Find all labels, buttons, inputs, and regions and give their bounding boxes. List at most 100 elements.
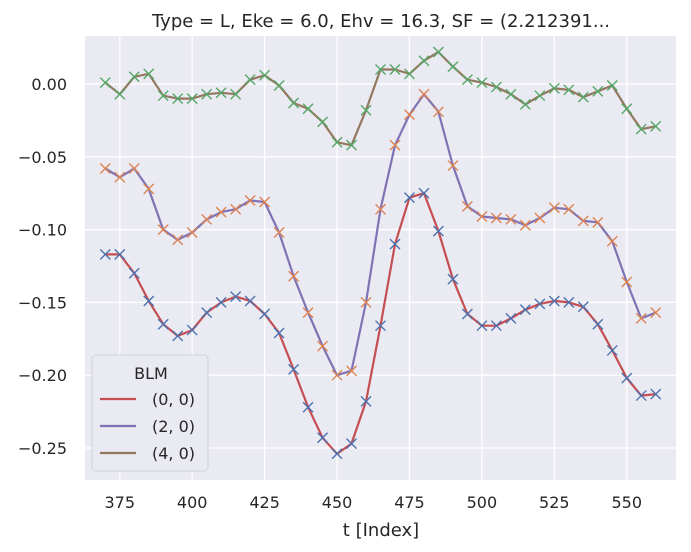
data-point-marker — [302, 103, 314, 115]
y-tick-label: −0.25 — [18, 439, 67, 458]
data-point-marker — [360, 104, 372, 116]
data-point-marker — [650, 120, 662, 132]
data-point-marker — [114, 88, 126, 100]
data-point-marker — [360, 296, 372, 308]
data-point-marker — [143, 68, 155, 80]
data-point-marker — [403, 192, 415, 204]
tick-labels: 375 400 425 450 475 500 525 550 0.00 −0.05 −0.10 −0… — [18, 75, 642, 512]
data-point-marker — [317, 432, 329, 444]
data-point-marker — [375, 63, 386, 75]
data-point-marker — [375, 203, 386, 215]
data-point-marker — [418, 55, 430, 67]
data-point-marker — [244, 74, 256, 86]
data-point-marker — [360, 395, 372, 407]
data-point-marker — [461, 200, 473, 212]
data-point-marker — [621, 276, 633, 288]
data-point-marker — [389, 238, 401, 250]
data-point-marker — [186, 227, 198, 239]
y-tick-label: −0.20 — [18, 366, 67, 385]
data-point-marker — [273, 327, 285, 339]
data-point-marker — [592, 216, 604, 228]
legend-entries: (0, 0) (2, 0) (4, 0) — [100, 390, 195, 463]
data-point-marker — [606, 235, 618, 247]
data-point-marker — [635, 123, 647, 135]
data-point-marker — [99, 77, 111, 89]
data-point-marker — [592, 318, 604, 330]
data-point-marker — [534, 212, 546, 224]
series-layer — [99, 46, 662, 460]
x-tick-label: 550 — [611, 493, 642, 512]
data-point-marker — [447, 61, 459, 73]
legend-title: BLM — [134, 364, 168, 383]
data-point-marker — [621, 103, 633, 115]
y-tick-label: −0.15 — [18, 293, 67, 312]
data-point-marker — [418, 88, 430, 100]
data-point-marker — [215, 296, 227, 308]
data-point-marker — [606, 80, 618, 91]
data-point-marker — [563, 203, 575, 215]
legend-label: (2, 0) — [152, 417, 195, 436]
data-point-marker — [375, 320, 386, 332]
x-tick-label: 525 — [539, 493, 570, 512]
data-point-marker — [548, 82, 560, 94]
data-point-marker — [273, 80, 285, 91]
data-point-marker — [201, 213, 213, 225]
data-point-marker — [157, 90, 169, 102]
data-point-marker — [519, 219, 531, 231]
chart-title: Type = L, Eke = 6.0, Ehv = 16.3, SF = (2… — [151, 11, 610, 32]
data-point-marker — [215, 206, 227, 218]
legend: BLM (0, 0) (2, 0) (4, 0) — [91, 354, 209, 472]
x-tick-label: 425 — [249, 493, 280, 512]
data-point-marker — [577, 215, 589, 227]
data-point-marker — [143, 295, 155, 307]
data-point-marker — [461, 74, 473, 86]
data-point-marker — [259, 308, 271, 320]
data-point-marker — [476, 211, 488, 223]
data-point-marker — [157, 318, 169, 330]
legend-label: (4, 0) — [152, 444, 195, 463]
data-point-marker — [621, 372, 633, 384]
y-tick-label: −0.10 — [18, 221, 67, 240]
data-point-marker — [215, 87, 227, 99]
data-point-marker — [172, 93, 184, 105]
x-tick-label: 375 — [104, 493, 135, 512]
legend-label: (0, 0) — [152, 390, 195, 409]
data-point-marker — [157, 224, 169, 236]
data-point-marker — [331, 369, 343, 381]
data-point-marker — [592, 85, 604, 97]
data-point-marker — [447, 160, 459, 172]
data-point-marker — [519, 98, 531, 110]
data-point-marker — [476, 320, 488, 332]
data-point-marker — [490, 212, 502, 224]
data-point-marker — [389, 139, 401, 151]
data-point-marker — [432, 225, 444, 237]
data-point-marker — [606, 344, 618, 356]
data-point-marker — [447, 273, 459, 285]
data-point-marker — [99, 162, 111, 174]
data-point-marker — [302, 401, 314, 413]
x-tick-label: 500 — [467, 493, 498, 512]
data-point-marker — [490, 320, 502, 332]
legend-box — [91, 354, 209, 472]
data-point-marker — [548, 295, 560, 307]
data-point-marker — [201, 88, 213, 100]
data-point-marker — [172, 234, 184, 246]
data-point-marker — [288, 97, 300, 109]
data-point-marker — [563, 296, 575, 308]
data-point-marker — [505, 88, 517, 100]
x-tick-label: 450 — [322, 493, 353, 512]
data-point-marker — [635, 390, 647, 402]
series-1 — [99, 88, 662, 381]
x-axis-label: t [Index] — [343, 520, 419, 541]
data-point-marker — [534, 90, 546, 102]
data-point-marker — [490, 81, 502, 93]
x-tick-label: 400 — [177, 493, 208, 512]
data-point-marker — [505, 312, 517, 324]
data-point-marker — [273, 227, 285, 239]
data-point-marker — [128, 162, 140, 174]
data-point-marker — [230, 291, 242, 303]
data-point-marker — [259, 69, 271, 81]
data-point-marker — [201, 307, 213, 319]
data-point-marker — [288, 363, 300, 375]
